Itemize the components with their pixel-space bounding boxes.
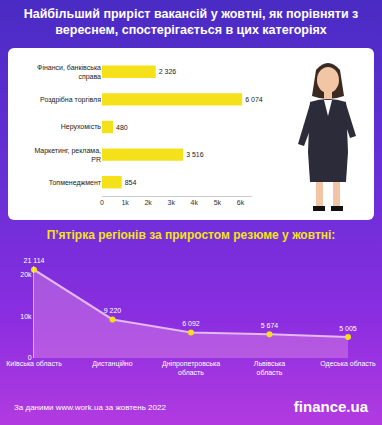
svg-text:Львівськаобласть: Львівськаобласть [254,360,286,376]
svg-text:6 074: 6 074 [245,96,263,103]
svg-text:Нерухомість: Нерухомість [61,123,102,131]
svg-text:Дніпропетровськаобласть: Дніпропетровськаобласть [162,360,220,376]
svg-text:5 005: 5 005 [339,325,357,332]
svg-text:3k: 3k [168,199,176,206]
svg-text:20k: 20k [20,271,32,278]
html-text:Найбільший приріст вакансій у: Найбільший приріст вакансій у жовтні, як… [23,7,359,37]
svg-text:6 092: 6 092 [182,320,200,327]
svg-text:21 114: 21 114 [24,257,45,264]
svg-text:Одеська область: Одеська область [320,360,376,368]
svg-text:Фінанси, банківськасправа: Фінанси, банківськасправа [37,64,101,81]
svg-text:9 220: 9 220 [104,307,122,314]
svg-text:854: 854 [125,179,137,186]
svg-text:10k: 10k [20,313,32,320]
svg-text:480: 480 [116,124,128,131]
svg-text:0: 0 [28,354,32,361]
svg-text:Топменеджмент: Топменеджмент [49,179,102,187]
svg-text:3 516: 3 516 [186,151,204,158]
svg-text:5 674: 5 674 [261,322,279,329]
html-text:finance.ua: finance.ua [293,398,368,415]
svg-text:Київська область: Київська область [6,360,62,367]
svg-text:Роздрібна торгівля: Роздрібна торгівля [40,96,101,104]
html-text:П’ятірка регіонів за приростом: П’ятірка регіонів за приростом резюме у … [46,228,336,242]
svg-text:1k: 1k [121,199,129,206]
html-text:За даними www.work.ua за жовте: За даними www.work.ua за жовтень 2022 [14,403,166,412]
svg-text:Маркетинг, реклама,PR: Маркетинг, реклама,PR [34,147,101,163]
svg-text:6k: 6k [237,199,245,206]
svg-text:5k: 5k [214,199,222,206]
svg-text:0: 0 [100,199,104,206]
svg-text:4k: 4k [191,199,199,206]
svg-text:2 326: 2 326 [159,68,177,75]
svg-text:Дистанційно: Дистанційно [92,360,132,368]
svg-text:2k: 2k [144,199,152,206]
